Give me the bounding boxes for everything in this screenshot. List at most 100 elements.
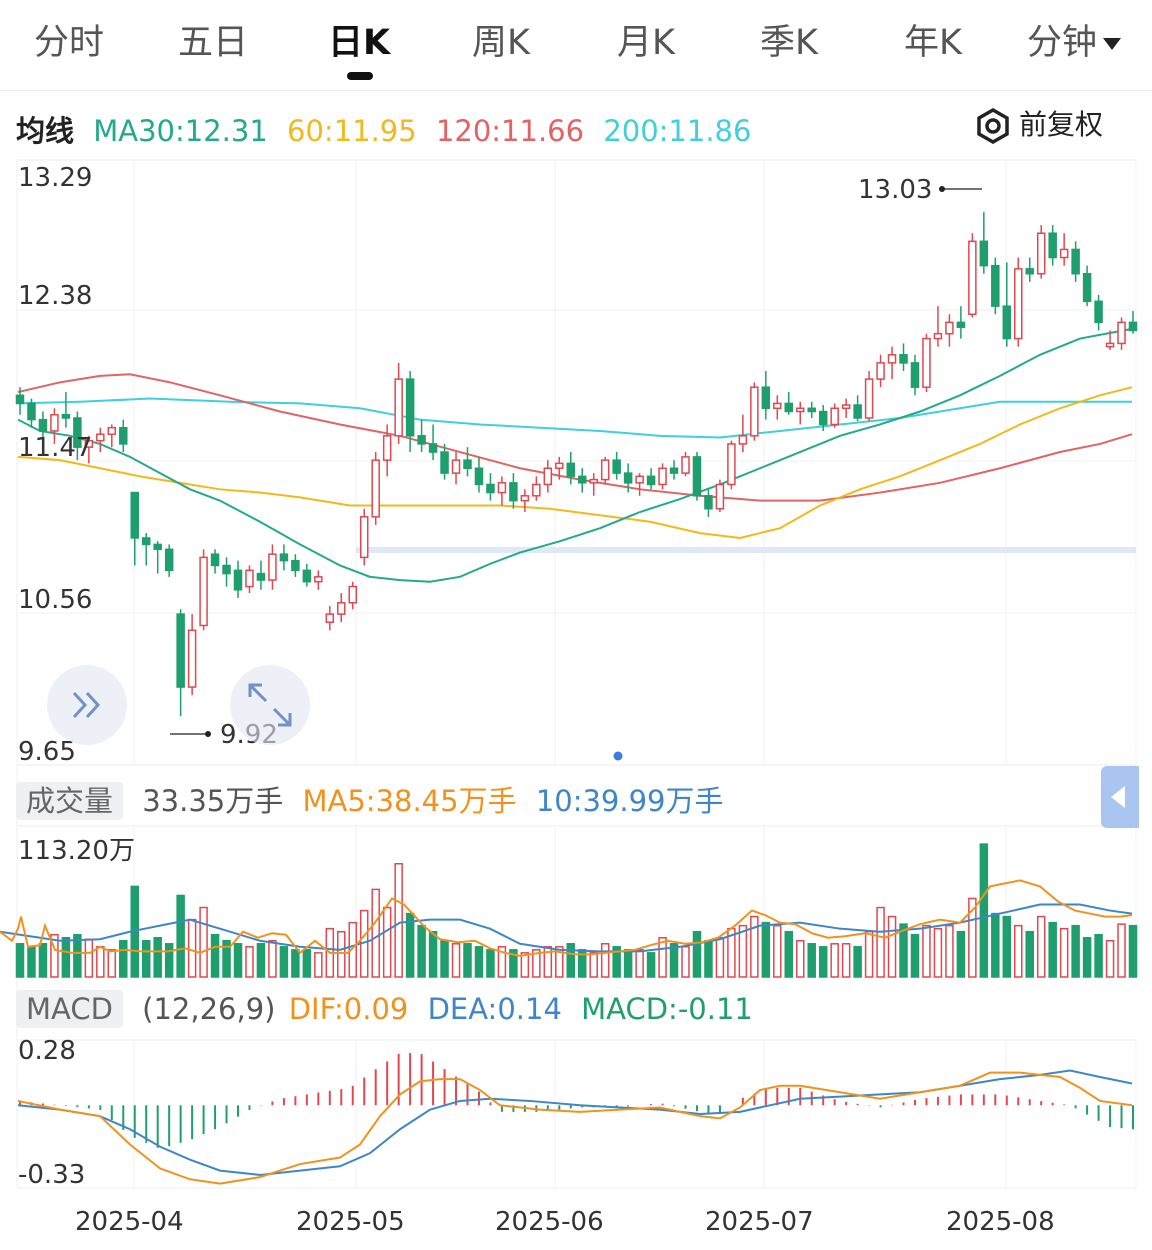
candle-body	[1105, 342, 1115, 348]
tab-daily-k[interactable]: 日K	[328, 23, 391, 63]
volume-bar	[543, 946, 553, 978]
volume-bar	[795, 940, 805, 978]
volume-bar	[910, 933, 920, 978]
side-panel-toggle[interactable]	[1101, 766, 1139, 828]
volume-bar	[945, 924, 954, 978]
candle-body	[899, 354, 908, 364]
tab-yearly-k[interactable]: 年K	[904, 23, 962, 63]
macd-value: MACD:-0.11	[581, 992, 753, 1026]
volume-bar	[773, 924, 782, 978]
candle-body	[887, 354, 897, 364]
price-band	[356, 547, 1136, 553]
volume-bar	[589, 952, 598, 978]
tab-wuri[interactable]: 五日	[178, 23, 249, 63]
volume-bar	[199, 906, 208, 978]
candle-body	[440, 451, 449, 474]
macd-legend: MACD (12,26,9) DIF:0.09 DEA:0.14 MACD:-0…	[16, 990, 763, 1028]
volume-bar	[291, 949, 300, 978]
volume-bar	[509, 949, 518, 978]
ma30-line	[17, 327, 1133, 583]
volume-bar	[692, 930, 702, 978]
candle-body	[1014, 268, 1023, 340]
candle-body	[405, 378, 415, 437]
candle-body	[509, 482, 518, 502]
volume-bar	[1128, 924, 1138, 978]
candle-body	[130, 491, 139, 539]
volume-bar	[314, 952, 323, 978]
tab-minute[interactable]: 分钟	[1027, 14, 1122, 65]
volume-bar	[658, 936, 667, 978]
volume-ma5-line	[0, 879, 1133, 957]
volume-bar	[394, 863, 403, 978]
x-label-2025-07: 2025-07	[705, 1207, 814, 1237]
candle-body	[830, 407, 839, 426]
candle-body	[864, 378, 874, 419]
volume-ma10-line	[0, 903, 1133, 953]
candle-body	[245, 569, 254, 588]
volume-legend-title[interactable]: 成交量	[16, 782, 124, 820]
adjust-button-label: 前复权	[1019, 108, 1104, 141]
volume-bar	[1117, 923, 1126, 978]
volume-current: 33.35万手	[142, 784, 284, 818]
macd-legend-title[interactable]: MACD	[16, 990, 123, 1028]
candle-body	[979, 240, 989, 267]
price-label-3: 11.47	[18, 433, 93, 463]
candle-body	[910, 362, 920, 388]
volume-bar	[1002, 915, 1012, 978]
expand-button[interactable]	[47, 665, 127, 745]
volume-bar	[566, 943, 576, 978]
volume-bar	[887, 915, 897, 978]
candle-body	[96, 433, 105, 442]
candle-body	[486, 483, 495, 494]
adjust-button[interactable]: 前复权	[975, 103, 1103, 144]
volume-bar	[119, 940, 128, 978]
candle-body	[337, 602, 346, 615]
volume-bar	[84, 938, 94, 978]
volume-bar	[256, 943, 266, 978]
volume-bar	[968, 897, 977, 978]
volume-ma-lines	[0, 879, 1133, 957]
dif-line	[17, 1071, 1133, 1185]
candle-body	[268, 553, 277, 581]
volume-bar	[233, 943, 243, 978]
candle-body	[314, 576, 323, 583]
candle-body	[73, 417, 82, 448]
moving-average-lines	[17, 327, 1133, 583]
ma200-line	[17, 397, 1132, 439]
tab-monthly-k[interactable]: 月K	[617, 23, 675, 63]
macd-histogram	[19, 1053, 1134, 1148]
volume-bar	[61, 936, 71, 978]
volume-bar	[38, 943, 48, 978]
tab-fenshi[interactable]: 分时	[34, 23, 105, 63]
volume-bar	[474, 946, 484, 978]
tab-weekly-k[interactable]: 周K	[472, 23, 530, 63]
candle-body	[1128, 321, 1138, 332]
candle-body	[818, 410, 828, 426]
volume-bar	[1094, 933, 1103, 978]
candle-body	[635, 475, 644, 484]
candle-body	[1025, 268, 1034, 275]
candle-body	[107, 426, 117, 435]
volume-bar	[245, 946, 254, 978]
price-label-2: 12.38	[18, 281, 93, 311]
candle-body	[1094, 300, 1103, 324]
fullscreen-button[interactable]	[230, 665, 310, 745]
macd-lines	[17, 1069, 1133, 1185]
x-label-2025-04: 2025-04	[75, 1207, 184, 1237]
candle-body	[532, 483, 541, 497]
candle-body	[577, 475, 587, 484]
candle-body	[1036, 232, 1046, 275]
volume-legend: 成交量 33.35万手 MA5:38.45万手 10:39.99万手	[16, 778, 734, 820]
tab-quarterly-k[interactable]: 季K	[760, 23, 818, 63]
settings-icon	[977, 108, 1009, 144]
candle-body	[704, 495, 713, 510]
price-label-top: 13.29	[18, 163, 93, 193]
volume-bar	[784, 930, 794, 978]
volume-bar	[107, 949, 117, 978]
volume-bar	[337, 930, 346, 978]
tab-minute-label: 分钟	[1027, 23, 1098, 63]
volume-bar	[956, 930, 966, 978]
candle-body	[738, 435, 748, 445]
candle-body	[520, 495, 530, 502]
